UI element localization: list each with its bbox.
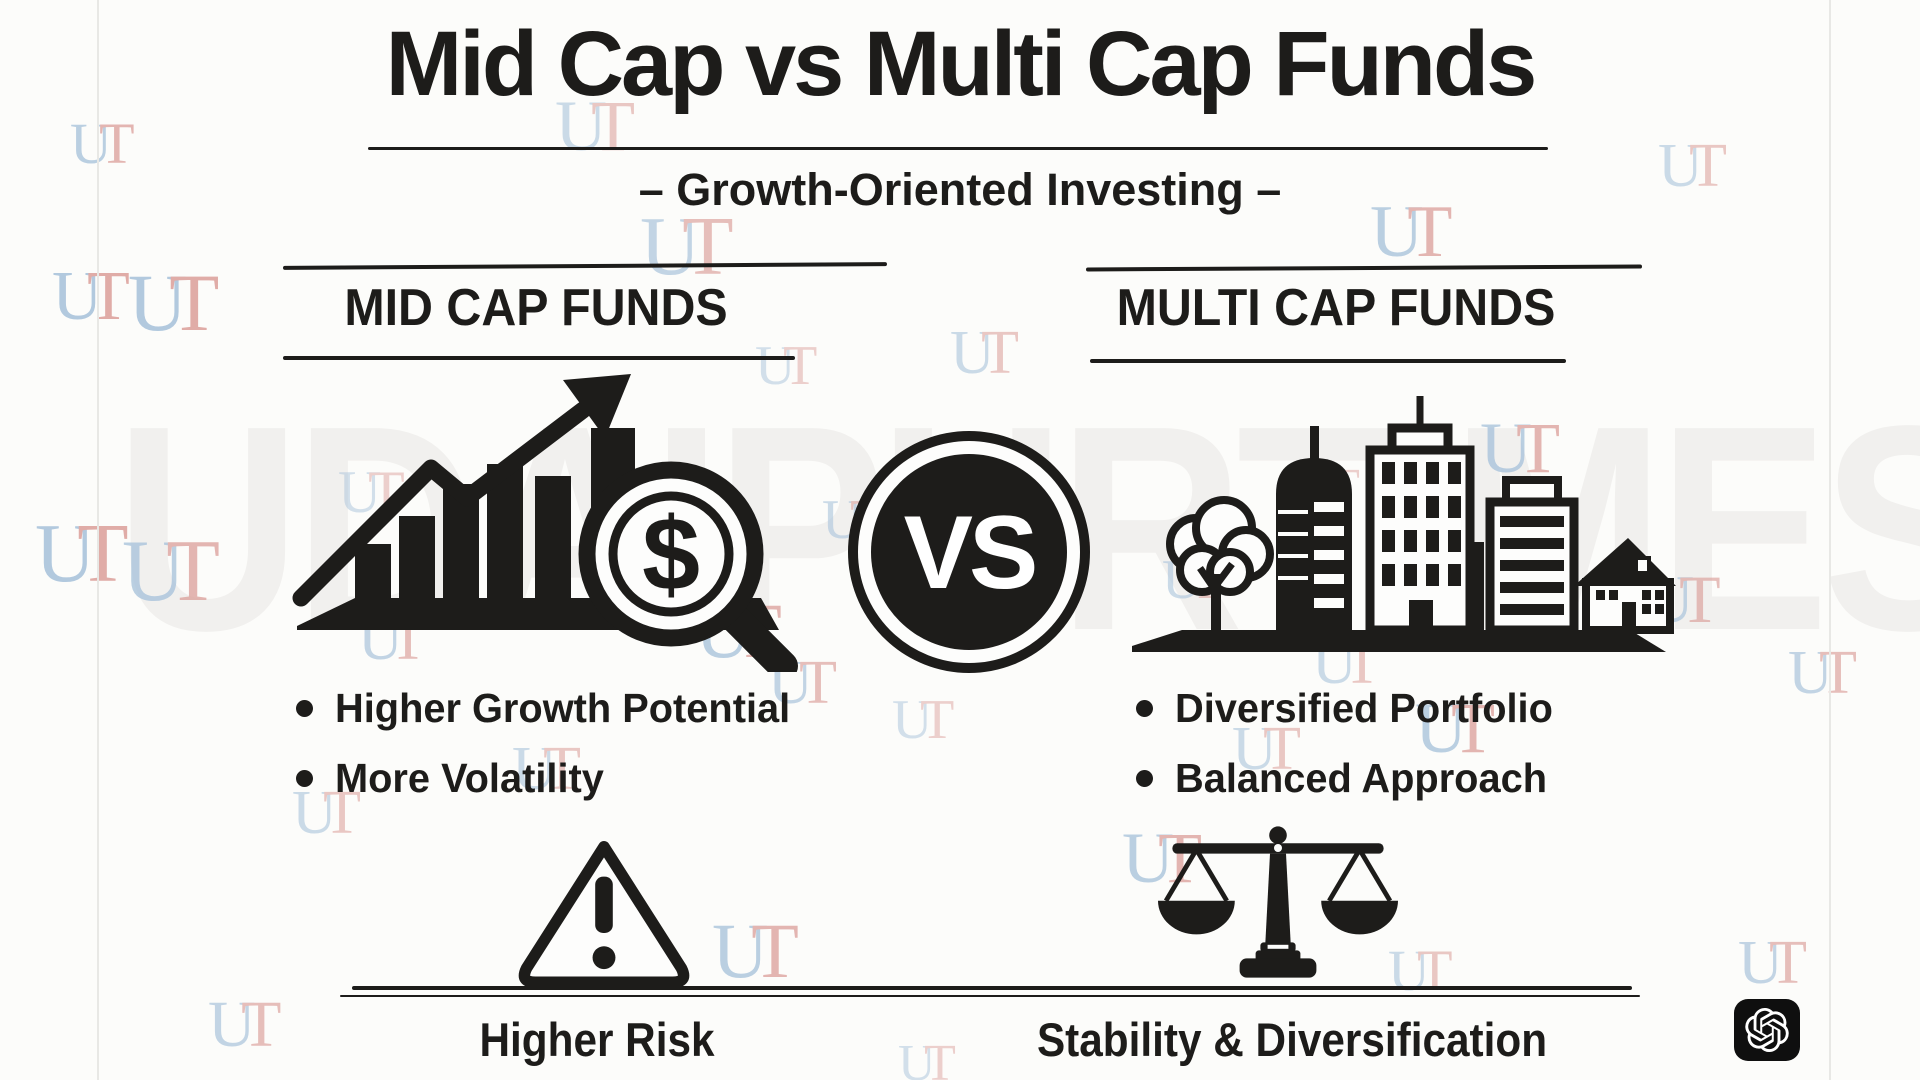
- openai-logo: [1734, 999, 1800, 1061]
- right-bullet-1: Diversified Portfolio: [1136, 682, 1565, 734]
- ut-watermark: UT: [1122, 818, 1203, 898]
- growth-chart-magnifier-icon: $: [285, 372, 805, 672]
- right-footer-label: Stability & Diversification: [1036, 1013, 1548, 1066]
- bullet-dot: [296, 769, 313, 787]
- page-subtitle: – Growth-Oriented Investing –: [638, 164, 1282, 215]
- ut-watermark: UT: [128, 257, 220, 348]
- ut-watermark: UT: [555, 86, 636, 166]
- ut-watermark: UT: [1788, 639, 1858, 707]
- ut-watermark: UT: [712, 907, 799, 994]
- vs-badge: VS: [845, 428, 1093, 676]
- ut-watermark: UT: [640, 200, 734, 293]
- ut-watermark: UT: [1232, 715, 1302, 783]
- vs-label: VS: [904, 495, 1035, 611]
- bullet-dot: [296, 699, 313, 717]
- ut-watermark: UT: [208, 988, 282, 1061]
- city-buildings-icon: [1118, 362, 1678, 662]
- ut-watermark: UT: [292, 779, 362, 847]
- bullet-text: Higher Growth Potential: [335, 684, 791, 731]
- balance-scale-icon: [1150, 824, 1406, 984]
- page-title: Mid Cap vs Multi Cap Funds: [385, 13, 1538, 115]
- warning-triangle-icon: [516, 836, 692, 986]
- bullet-dot: [1136, 769, 1153, 787]
- ut-watermark: UT: [898, 1035, 956, 1080]
- ut-watermark: UT: [1738, 929, 1808, 997]
- ut-watermark: UT: [1658, 132, 1728, 200]
- ut-watermark: UT: [1480, 408, 1561, 488]
- left-bullet-1: Higher Growth Potential: [296, 682, 804, 734]
- ut-watermark: UT: [122, 523, 220, 620]
- ut-watermark: UT: [70, 111, 135, 176]
- bullet-text: Diversified Portfolio: [1175, 684, 1553, 731]
- ut-watermark: UT: [1370, 191, 1453, 273]
- ut-watermark: UT: [1415, 688, 1496, 768]
- left-edge-line: [97, 0, 99, 1080]
- footer-rule-thin: [340, 995, 1640, 997]
- bullet-text: Balanced Approach: [1175, 754, 1548, 801]
- bullet-text: More Volatility: [335, 754, 604, 801]
- right-edge-line: [1829, 0, 1831, 1080]
- ut-watermark: UT: [755, 335, 818, 397]
- ut-watermark: UT: [512, 735, 582, 803]
- ut-watermark: UT: [892, 689, 955, 751]
- right-header-bottom-rule: [1090, 359, 1566, 363]
- left-bullet-2: More Volatility: [296, 752, 612, 804]
- ut-watermark: UT: [35, 507, 129, 600]
- right-column-header: MULTI CAP FUNDS: [1116, 279, 1556, 337]
- left-header-bottom-rule: [283, 356, 795, 360]
- left-column-header: MID CAP FUNDS: [344, 279, 728, 337]
- left-footer-label: Higher Risk: [479, 1013, 715, 1066]
- right-bullet-2: Balanced Approach: [1136, 752, 1559, 804]
- ut-watermark: UT: [52, 258, 130, 335]
- bullet-dot: [1136, 699, 1153, 717]
- title-underline: [368, 147, 1548, 150]
- ut-watermark: UT: [950, 319, 1020, 387]
- footer-rule: [352, 986, 1632, 990]
- dollar-symbol: $: [642, 497, 700, 613]
